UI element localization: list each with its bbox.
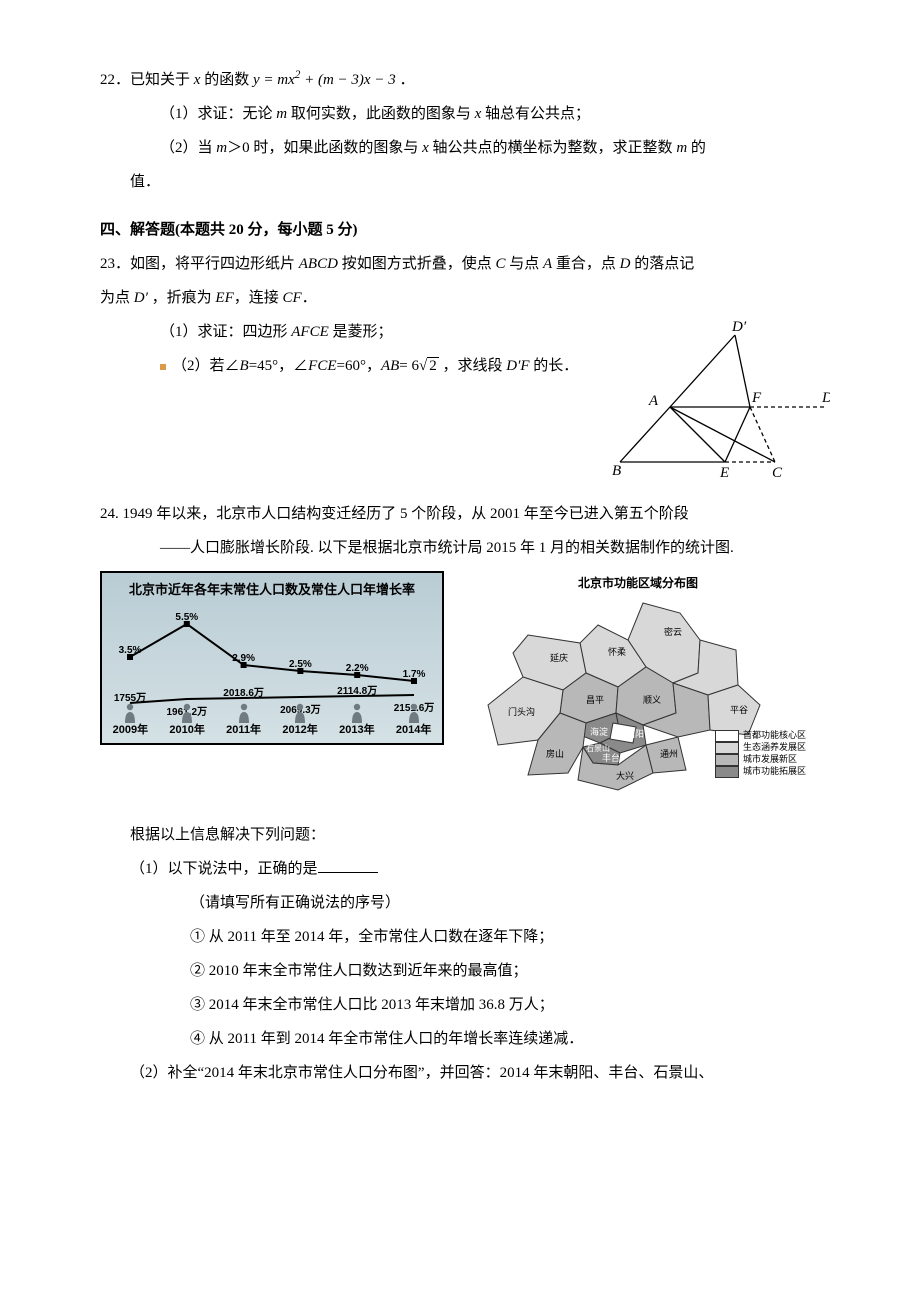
svg-text:顺义: 顺义 — [643, 695, 661, 705]
svg-text:延庆: 延庆 — [550, 652, 568, 663]
q24-p1-hint: （请填写所有正确说法的序号） — [100, 888, 830, 918]
label-D: D — [821, 390, 830, 406]
section4-title: 四、解答题(本题共 20 分，每小题 5 分) — [100, 215, 830, 245]
chart-year-label: 2013年 — [339, 719, 374, 741]
chart-rate-label: 2.9% — [232, 649, 255, 669]
q23-stem-l2: 为点 D′ ，折痕为 EF，连接 CF． — [100, 283, 830, 313]
q22-part2-cont: 值． — [100, 167, 830, 197]
legend-label: 首都功能核心区 — [743, 730, 806, 742]
legend-item: 首都功能核心区 — [715, 730, 806, 742]
svg-text:通州: 通州 — [660, 749, 678, 759]
chart-rate-label: 5.5% — [175, 608, 198, 628]
legend-swatch — [715, 754, 739, 766]
chart-xaxis: 2009年 2010年 2011年 2012年 2013年 2014年 — [102, 719, 442, 741]
legend-item: 城市功能拓展区 — [715, 766, 806, 778]
q24-opt1: ① 从 2011 年至 2014 年，全市常住人口数在逐年下降； — [100, 922, 830, 952]
svg-text:房山: 房山 — [546, 748, 564, 759]
chart-year-label: 2011年 — [226, 719, 261, 741]
chart-rate-label: 2.2% — [346, 659, 369, 679]
q23-diagram: D′ A F D B E C — [600, 317, 830, 477]
svg-text:怀柔: 怀柔 — [608, 646, 626, 657]
svg-text:昌平: 昌平 — [586, 695, 604, 705]
chart-rate-label: 2.5% — [289, 655, 312, 675]
q22-part2: （2）当 m＞0 时，如果此函数的图象与 x 轴公共点的横坐标为整数，求正整数 … — [100, 133, 830, 163]
chart-pop-label: 2114.8万 — [337, 682, 377, 702]
q22-stem: 22．已知关于 x 的函数 y = mx2 + (m − 3)x − 3 ． — [100, 64, 830, 95]
q24-opt2: ② 2010 年末全市常住人口数达到近年来的最高值； — [100, 956, 830, 986]
svg-text:朝阳: 朝阳 — [626, 729, 644, 739]
svg-text:丰台: 丰台 — [602, 752, 620, 763]
q24-p1: （1）以下说法中，正确的是 — [100, 854, 830, 884]
orange-marker-icon — [160, 364, 166, 370]
chart-year-label: 2014年 — [396, 719, 431, 741]
q24-opt4: ④ 从 2011 年到 2014 年全市常住人口的年增长率连续递减． — [100, 1024, 830, 1054]
legend-item: 生态涵养发展区 — [715, 742, 806, 754]
q24-figures: 北京市近年各年末常住人口数及常住人口年增长率 3.5%5.5%2.9%2.5%2… — [100, 571, 830, 806]
population-chart: 北京市近年各年末常住人口数及常住人口年增长率 3.5%5.5%2.9%2.5%2… — [100, 571, 444, 745]
chart-rate-label: 3.5% — [119, 641, 142, 661]
legend-label: 城市发展新区 — [743, 754, 797, 766]
q22-formula: y = mx2 + (m − 3)x − 3 — [253, 72, 396, 88]
chart-canvas — [102, 599, 442, 719]
legend-item: 城市发展新区 — [715, 754, 806, 766]
q24-p2: （2）补全“2014 年末北京市常住人口分布图”，并回答：2014 年末朝阳、丰… — [100, 1058, 830, 1088]
label-E: E — [719, 465, 729, 477]
q22-part1: （1）求证：无论 m 取何实数，此函数的图象与 x 轴总有公共点； — [100, 99, 830, 129]
map-title: 北京市功能区域分布图 — [468, 571, 808, 595]
svg-text:密云: 密云 — [664, 626, 682, 637]
answer-blank[interactable] — [318, 857, 378, 873]
q23-stem-l1: 23．如图，将平行四边形纸片 ABCD 按如图方式折叠，使点 C 与点 A 重合… — [100, 249, 830, 279]
label-Dp: D′ — [731, 319, 747, 335]
chart-pop-label: 2018.6万 — [223, 684, 264, 704]
label-F: F — [751, 390, 762, 406]
legend-label: 生态涵养发展区 — [743, 742, 806, 754]
label-A: A — [648, 393, 659, 409]
map-legend: 首都功能核心区生态涵养发展区城市发展新区城市功能拓展区 — [715, 730, 806, 778]
q24-line2: ——人口膨胀增长阶段. 以下是根据北京市统计局 2015 年 1 月的相关数据制… — [100, 533, 830, 563]
chart-year-label: 2010年 — [169, 719, 204, 741]
svg-text:平谷: 平谷 — [730, 705, 748, 715]
legend-swatch — [715, 742, 739, 754]
svg-text:门头沟: 门头沟 — [508, 706, 535, 717]
label-C: C — [772, 465, 783, 477]
q24-line1: 24. 1949 年以来，北京市人口结构变迁经历了 5 个阶段，从 2001 年… — [100, 499, 830, 529]
svg-text:海淀: 海淀 — [590, 726, 608, 737]
svg-text:石景山: 石景山 — [586, 743, 610, 753]
chart-rate-label: 1.7% — [403, 665, 426, 685]
legend-label: 城市功能拓展区 — [743, 766, 806, 778]
legend-swatch — [715, 766, 739, 778]
svg-text:大兴: 大兴 — [616, 770, 634, 781]
chart-year-label: 2012年 — [282, 719, 317, 741]
chart-year-label: 2009年 — [113, 719, 148, 741]
label-B: B — [612, 463, 621, 477]
q24-after: 根据以上信息解决下列问题： — [100, 820, 830, 850]
q22-num: 22．已知关于 — [100, 72, 194, 88]
sqrt-icon: √2 — [419, 357, 439, 374]
beijing-map: 北京市功能区域分布图 密云 — [468, 571, 808, 806]
legend-swatch — [715, 730, 739, 742]
q24-opt3: ③ 2014 年末全市常住人口比 2013 年末增加 36.8 万人； — [100, 990, 830, 1020]
